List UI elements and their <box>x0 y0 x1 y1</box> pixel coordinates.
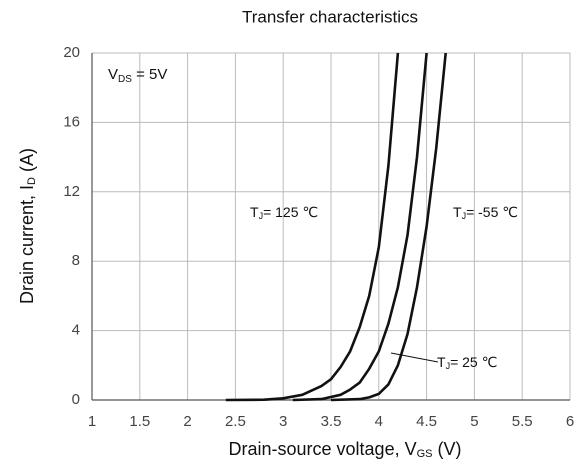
chart-title: Transfer characteristics <box>242 7 418 26</box>
x-tick-label: 3.5 <box>321 413 342 430</box>
curve-label-sub: J <box>259 211 264 221</box>
curve-label-rest: = -55 ℃ <box>466 204 518 220</box>
curve-label-main: T <box>250 204 259 220</box>
curve-label-rest: = 125 ℃ <box>263 204 318 220</box>
x-tick-label: 5 <box>470 413 478 430</box>
y-tick-label: 4 <box>72 322 80 339</box>
x-axis-label-rest: (V) <box>433 439 462 459</box>
x-tick-label: 5.5 <box>512 413 533 430</box>
annotation-rest: = 5V <box>132 66 167 83</box>
annotation-sub: DS <box>118 74 132 85</box>
curve-label-sub: J <box>462 211 467 221</box>
y-axis-label-sub: D <box>26 177 38 185</box>
y-axis-label-rest: (A) <box>17 148 37 177</box>
curve <box>330 52 447 402</box>
curve-label-sub: J <box>446 361 451 371</box>
x-axis-label: Drain-source voltage, VGS (V) <box>229 439 462 460</box>
y-tick-label: 16 <box>63 113 80 130</box>
x-tick-label: 4.5 <box>416 413 437 430</box>
y-tick-label: 8 <box>72 252 80 269</box>
x-tick-label: 1.5 <box>129 413 150 430</box>
y-axis-label-main: Drain current, I <box>17 185 37 304</box>
y-tick-label: 0 <box>72 391 80 408</box>
annotation: VDS = 5V <box>108 66 167 85</box>
annotation-main: V <box>108 66 118 83</box>
curve-label: TJ= 25 ℃ <box>437 354 497 372</box>
x-tick-label: 4 <box>375 413 383 430</box>
x-tick-label: 6 <box>566 413 574 430</box>
x-tick-label: 2.5 <box>225 413 246 430</box>
curve-label: TJ= 125 ℃ <box>250 204 318 222</box>
y-tick-label: 12 <box>63 183 80 200</box>
x-axis-label-main: Drain-source voltage, V <box>229 439 417 459</box>
y-axis-label: Drain current, ID (A) <box>17 148 38 304</box>
curve-label: TJ= -55 ℃ <box>453 204 518 222</box>
x-axis-label-sub: GS <box>417 448 433 460</box>
curve-label-rest: = 25 ℃ <box>450 354 497 370</box>
x-tick-label: 2 <box>183 413 191 430</box>
x-tick-label: 3 <box>279 413 287 430</box>
curve-label-main: T <box>453 204 462 220</box>
curve-label-main: T <box>437 354 446 370</box>
curve <box>292 52 428 402</box>
leader-line <box>390 352 439 363</box>
y-tick-label: 20 <box>63 44 80 61</box>
x-tick-label: 1 <box>88 413 96 430</box>
curve <box>225 52 400 402</box>
